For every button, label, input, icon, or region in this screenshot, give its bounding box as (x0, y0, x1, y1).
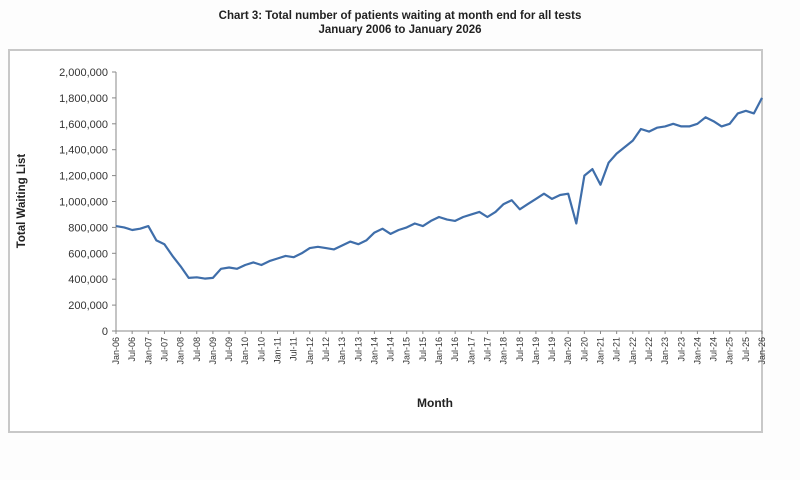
x-axis-label: Month (417, 396, 453, 410)
x-tick-label: Jan-15 (402, 337, 412, 365)
x-tick-label: Jan-19 (531, 337, 541, 365)
x-tick-label: Jan-08 (176, 337, 186, 365)
x-tick-label: Jan-17 (466, 337, 476, 365)
x-tick-label: Jul-10 (256, 337, 266, 362)
x-tick-label: Jan-13 (337, 337, 347, 365)
x-tick-label: Jan-06 (111, 337, 121, 365)
chart-title-line1: Chart 3: Total number of patients waitin… (218, 10, 582, 22)
x-tick-label: Jul-25 (741, 337, 751, 362)
x-tick-label: Jan-23 (660, 337, 670, 365)
x-tick-label: Jul-12 (321, 337, 331, 362)
x-tick-label: Jan-20 (563, 337, 573, 365)
x-tick-label: Jan-26 (757, 337, 767, 365)
x-tick-label: Jul-06 (127, 337, 137, 362)
x-tick-label: Jul-08 (192, 337, 202, 362)
chart-title: Chart 3: Total number of patients waitin… (0, 9, 800, 37)
x-tick-label: Jan-16 (434, 337, 444, 365)
x-tick-label: Jan-22 (628, 337, 638, 365)
x-tick-label: Jul-16 (450, 337, 460, 362)
y-tick-label: 2,000,000 (59, 67, 108, 79)
x-tick-label: Jul-07 (159, 337, 169, 362)
y-tick-label: 800,000 (68, 222, 108, 234)
x-tick-label: Jul-19 (547, 337, 557, 362)
y-tick-label: 200,000 (68, 300, 108, 312)
x-tick-label: Jan-07 (143, 337, 153, 365)
x-tick-label: Jul-09 (224, 337, 234, 362)
x-tick-label: Jul-15 (418, 337, 428, 362)
y-tick-label: 400,000 (68, 274, 108, 286)
x-tick-label: Jul-11 (289, 337, 299, 361)
x-tick-label: Jan-09 (208, 337, 218, 365)
chart-frame (8, 49, 763, 433)
chart-subtitle: January 2006 to January 2026 (318, 24, 482, 36)
series-line (115, 97, 763, 280)
y-tick-label: 1,200,000 (59, 171, 108, 183)
x-tick-label: Jan-14 (369, 337, 379, 365)
x-tick-label: Jul-18 (515, 337, 525, 362)
x-tick-label: Jan-11 (273, 337, 283, 364)
y-tick-label: 1,000,000 (59, 197, 108, 209)
x-tick-label: Jul-20 (579, 337, 589, 362)
x-tick-label: Jan-10 (240, 337, 250, 365)
x-tick-label: Jan-24 (692, 337, 702, 365)
y-tick-label: 600,000 (68, 248, 108, 260)
x-tick-label: Jul-14 (386, 337, 396, 362)
x-tick-label: Jan-18 (499, 337, 509, 365)
y-tick-label: 1,400,000 (59, 145, 108, 157)
x-tick-label: Jul-21 (612, 337, 622, 362)
y-axis-label: Total Waiting List (16, 153, 28, 249)
x-tick-label: Jan-12 (305, 337, 315, 365)
x-tick-label: Jul-23 (676, 337, 686, 362)
x-tick-label: Jan-21 (596, 337, 606, 365)
y-tick-label: 1,800,000 (59, 93, 108, 105)
x-tick-label: Jan-25 (725, 337, 735, 365)
y-tick-label: 1,600,000 (59, 119, 108, 131)
x-tick-label: Jul-13 (353, 337, 363, 362)
x-tick-label: Jul-22 (644, 337, 654, 362)
x-tick-label: Jul-24 (709, 337, 719, 362)
y-tick-label: 0 (102, 326, 108, 338)
x-tick-label: Jul-17 (482, 337, 492, 362)
